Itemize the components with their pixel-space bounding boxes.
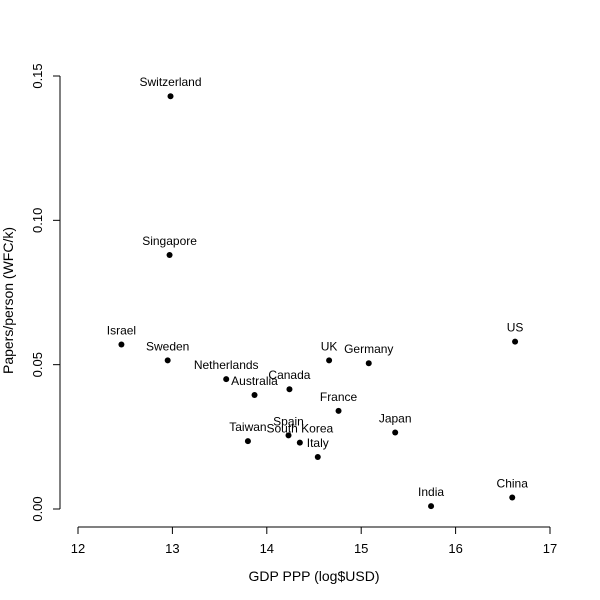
x-tick-label: 12 bbox=[71, 541, 85, 556]
data-point bbox=[392, 429, 399, 436]
data-point bbox=[428, 503, 435, 510]
data-point bbox=[251, 391, 258, 398]
data-point bbox=[285, 432, 292, 439]
data-point bbox=[296, 439, 303, 446]
point-label: Sweden bbox=[146, 339, 189, 353]
data-point bbox=[223, 376, 230, 383]
point-label: Germany bbox=[344, 342, 393, 356]
point-label: China bbox=[497, 476, 529, 490]
data-point bbox=[335, 407, 342, 414]
point-label: Israel bbox=[107, 323, 136, 337]
point-label: South Korea bbox=[266, 422, 333, 436]
point-label: Singapore bbox=[142, 234, 197, 248]
y-tick-label: 0.05 bbox=[30, 352, 45, 377]
y-tick-label: 0.15 bbox=[30, 63, 45, 88]
x-tick-label: 16 bbox=[448, 541, 462, 556]
data-point bbox=[509, 494, 516, 501]
x-tick-label: 17 bbox=[543, 541, 557, 556]
data-point bbox=[118, 341, 125, 348]
point-label: France bbox=[320, 390, 358, 404]
x-axis: 12 13 14 15 16 17 bbox=[71, 526, 557, 556]
data-point bbox=[166, 251, 173, 258]
data-point bbox=[314, 454, 321, 461]
point-label: Taiwan bbox=[229, 420, 266, 434]
data-points bbox=[118, 93, 519, 510]
point-label: Japan bbox=[379, 412, 412, 426]
point-label: Italy bbox=[307, 436, 329, 450]
point-labels: Switzerland Singapore Israel Sweden Netherla… bbox=[107, 75, 528, 499]
point-label: Switzerland bbox=[139, 75, 201, 89]
data-point bbox=[512, 338, 519, 345]
point-label: UK bbox=[321, 339, 338, 353]
data-point bbox=[365, 360, 372, 367]
x-tick-label: 14 bbox=[260, 541, 274, 556]
data-point bbox=[167, 93, 174, 100]
y-tick-label: 0.00 bbox=[30, 496, 45, 521]
y-tick-label: 0.10 bbox=[30, 208, 45, 233]
y-axis-title: Papers/person (WFC/k) bbox=[0, 227, 16, 374]
y-axis: 0.00 0.05 0.10 0.15 bbox=[30, 63, 61, 522]
x-axis-title: GDP PPP (log$USD) bbox=[249, 568, 380, 584]
data-point bbox=[286, 386, 293, 393]
point-label: Australia bbox=[231, 374, 278, 388]
data-point bbox=[244, 438, 251, 445]
point-label: Spain bbox=[273, 414, 304, 428]
point-label: India bbox=[418, 485, 444, 499]
point-label: Canada bbox=[268, 368, 310, 382]
data-point bbox=[164, 357, 171, 364]
x-tick-label: 13 bbox=[165, 541, 179, 556]
point-label: US bbox=[507, 321, 524, 335]
x-tick-label: 15 bbox=[354, 541, 368, 556]
data-point bbox=[326, 357, 333, 364]
point-label: Netherlands bbox=[194, 358, 259, 372]
